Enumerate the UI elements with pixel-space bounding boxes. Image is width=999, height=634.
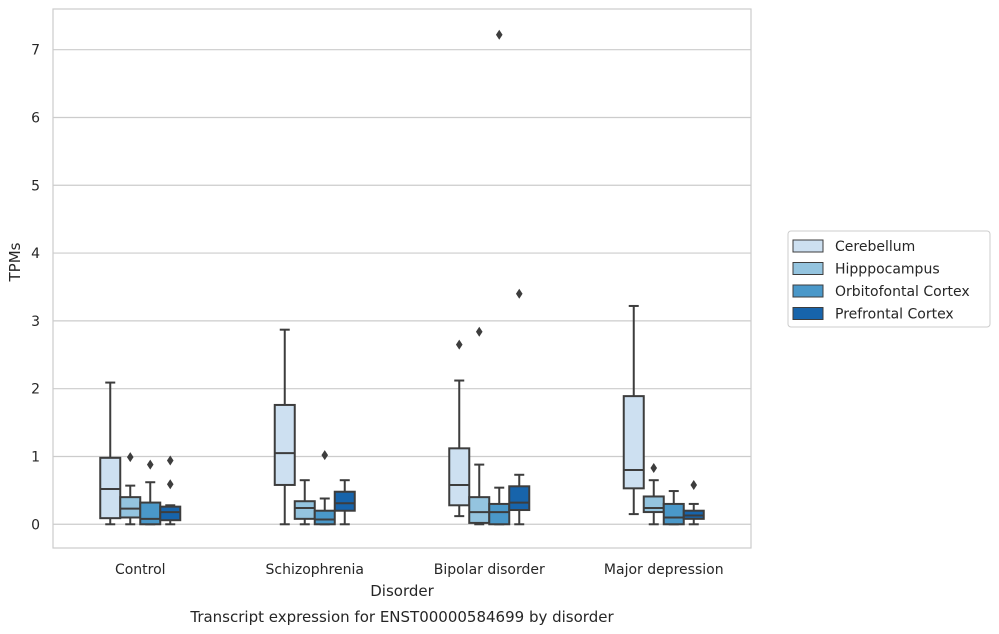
box [119,452,142,526]
box-body [508,485,531,512]
legend-label: Cerebellum [835,239,915,255]
outlier-point [690,479,698,490]
legend-label: Prefrontal Cortex [835,307,954,323]
legend-swatch [792,284,824,298]
x-tick-label: Schizophrenia [266,562,364,578]
category-group [622,304,705,526]
outlier-point [650,462,658,473]
y-tick-label: 3 [31,314,40,330]
box-body [159,505,182,522]
outlier-point [166,455,174,466]
box-groups [99,29,705,526]
box-body [642,495,665,514]
x-tick-label: Major depression [604,562,724,578]
box [488,29,511,526]
x-tick-label: Control [115,562,166,578]
legend-item: Cerebellum [792,239,915,255]
outlier-point [495,29,503,40]
y-tick-label: 6 [31,110,40,126]
legend-item: Orbitofontal Cortex [792,284,970,300]
box [139,459,162,526]
legend-item: Prefrontal Cortex [792,307,954,323]
box [273,328,296,526]
legend-label: Hipppocampus [835,262,940,278]
box [508,288,531,526]
box-body [448,447,471,507]
outlier-point [475,326,483,337]
box-body [333,490,356,512]
box [99,381,122,526]
legend-label: Orbitofontal Cortex [835,284,970,300]
y-tick-label: 7 [31,43,40,59]
box-body [468,496,491,524]
box [622,304,645,516]
box-body [662,502,685,526]
box [682,479,705,526]
box-body [313,509,336,526]
legend: Cerebellum Hipppocampus Orbitofontal Corte… [787,230,991,328]
x-axis-ticks: Control Schizophrenia Bipolar disorder Majo… [115,562,724,578]
category-group [448,29,531,526]
box-body [488,502,511,526]
box [662,490,685,526]
outlier-point [146,459,154,470]
box-body [273,403,296,486]
outlier-point [126,452,134,463]
category-group [99,381,182,526]
y-tick-label: 1 [31,449,40,465]
box-body [99,456,122,520]
legend-swatch [792,262,824,275]
gridlines [53,49,751,525]
x-axis-label: Disorder [370,582,434,600]
legend-swatch [792,307,824,320]
box [333,479,356,526]
y-tick-label: 4 [31,246,40,262]
plot-area [52,8,752,549]
box [159,455,182,526]
y-axis-ticks: 0 1 2 3 4 5 6 7 [31,43,40,534]
outlier-point [515,288,523,299]
y-tick-label: 0 [31,517,40,533]
box-body [139,501,162,526]
legend-frame [787,230,991,328]
x-tick-label: Bipolar disorder [434,562,545,578]
box [468,326,491,526]
outlier-point [321,450,329,461]
box [448,339,471,518]
box-body [119,496,142,519]
y-tick-label: 2 [31,382,40,398]
legend-swatch [792,239,824,253]
category-group [273,328,356,526]
chart-title: Transcript expression for ENST0000058469… [189,608,614,626]
legend-item: Hipppocampus [792,262,940,278]
box [293,479,316,526]
box-body [293,500,316,520]
y-tick-label: 5 [31,178,40,194]
box-body [622,395,645,490]
y-axis-label: TPMs [6,242,24,282]
box [313,450,336,526]
outlier-point [455,339,463,350]
box [642,462,665,526]
outlier-point [166,479,174,490]
